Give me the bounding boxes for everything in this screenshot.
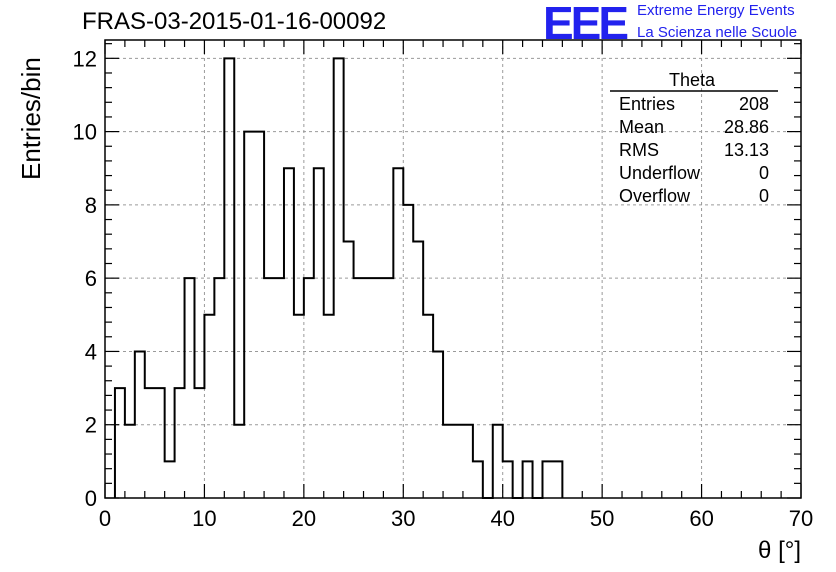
x-tick-label: 30 xyxy=(391,506,415,531)
stats-row-value: 0 xyxy=(759,163,769,183)
x-tick-label: 10 xyxy=(192,506,216,531)
histogram-bar xyxy=(523,461,533,498)
axes: 0 10 20 30 40 50 60 70 0 2 4 6 8 10 12 xyxy=(73,39,813,531)
stats-box: Theta Entries 208 Mean 28.86 RMS 13.13 Underfl… xyxy=(610,70,778,206)
histogram-bars xyxy=(113,57,564,499)
histogram-bar xyxy=(373,278,383,498)
histogram-bar xyxy=(443,425,453,498)
histogram-bar xyxy=(194,388,204,498)
histogram-bar xyxy=(393,168,403,498)
y-tick-label: 10 xyxy=(73,120,97,145)
y-tick-label: 0 xyxy=(85,486,97,511)
chart-title: FRAS-03-2015-01-16-00092 xyxy=(82,8,387,35)
histogram-bar xyxy=(354,278,364,498)
histogram-bar xyxy=(274,278,284,498)
histogram-bar xyxy=(204,315,214,498)
y-tick-label: 6 xyxy=(85,266,97,291)
histogram-bar xyxy=(344,242,354,498)
stats-row-label: Mean xyxy=(619,117,664,137)
stats-row-label: Overflow xyxy=(619,186,691,206)
histogram-bar xyxy=(284,168,294,498)
stats-row-value: 13.13 xyxy=(724,140,769,160)
stats-row-label: Underflow xyxy=(619,163,701,183)
histogram-bar xyxy=(254,132,264,498)
plot-frame xyxy=(104,39,802,499)
histogram-bar xyxy=(364,278,374,498)
histogram-outline xyxy=(113,57,564,499)
y-tick-label: 2 xyxy=(85,413,97,438)
histogram-bar xyxy=(175,388,185,498)
stats-row-label: Entries xyxy=(619,94,675,114)
histogram-bar xyxy=(463,425,473,498)
histogram-bar xyxy=(214,278,224,498)
histogram-bar xyxy=(423,315,433,498)
histogram-bar xyxy=(234,425,244,498)
eee-logo-text: EEE xyxy=(543,0,629,49)
histogram-bar xyxy=(304,278,314,498)
histogram-bar xyxy=(314,168,324,498)
stats-row-value: 0 xyxy=(759,186,769,206)
x-tick-label: 50 xyxy=(590,506,614,531)
grid-lines xyxy=(105,40,801,498)
histogram-bar xyxy=(542,461,552,498)
x-tick-label: 60 xyxy=(689,506,713,531)
histogram-bar xyxy=(493,425,503,498)
histogram-bar xyxy=(165,461,175,498)
histogram-bar xyxy=(145,388,155,498)
histogram-bar xyxy=(125,425,135,498)
histogram-bar xyxy=(503,461,513,498)
y-tick-label: 4 xyxy=(85,339,97,364)
y-axis-label: Entries/bin xyxy=(16,57,46,180)
stats-row-label: RMS xyxy=(619,140,659,160)
histogram-bar xyxy=(155,388,165,498)
eee-logo-line1: Extreme Energy Events xyxy=(637,2,795,19)
histogram-bar xyxy=(324,315,334,498)
histogram-bar xyxy=(552,461,562,498)
x-tick-label: 0 xyxy=(99,506,111,531)
x-tick-label: 70 xyxy=(789,506,813,531)
x-axis-label: θ [°] xyxy=(758,537,801,564)
histogram-bar xyxy=(383,278,393,498)
histogram-bar xyxy=(264,278,274,498)
eee-logo-line2: La Scienza nelle Scuole xyxy=(637,24,798,41)
x-tick-label: 20 xyxy=(292,506,316,531)
histogram-bar xyxy=(473,461,483,498)
histogram-bar xyxy=(294,315,304,498)
y-tick-label: 8 xyxy=(85,193,97,218)
histogram-bar xyxy=(413,242,423,498)
y-tick-label: 12 xyxy=(73,46,97,71)
stats-row-value: 28.86 xyxy=(724,117,769,137)
stats-box-title: Theta xyxy=(669,70,716,90)
stats-row-value: 208 xyxy=(739,94,769,114)
histogram-bar xyxy=(185,278,195,498)
histogram-bar xyxy=(453,425,463,498)
x-tick-label: 40 xyxy=(490,506,514,531)
histogram-bar xyxy=(115,388,125,498)
histogram-bar xyxy=(244,132,254,498)
